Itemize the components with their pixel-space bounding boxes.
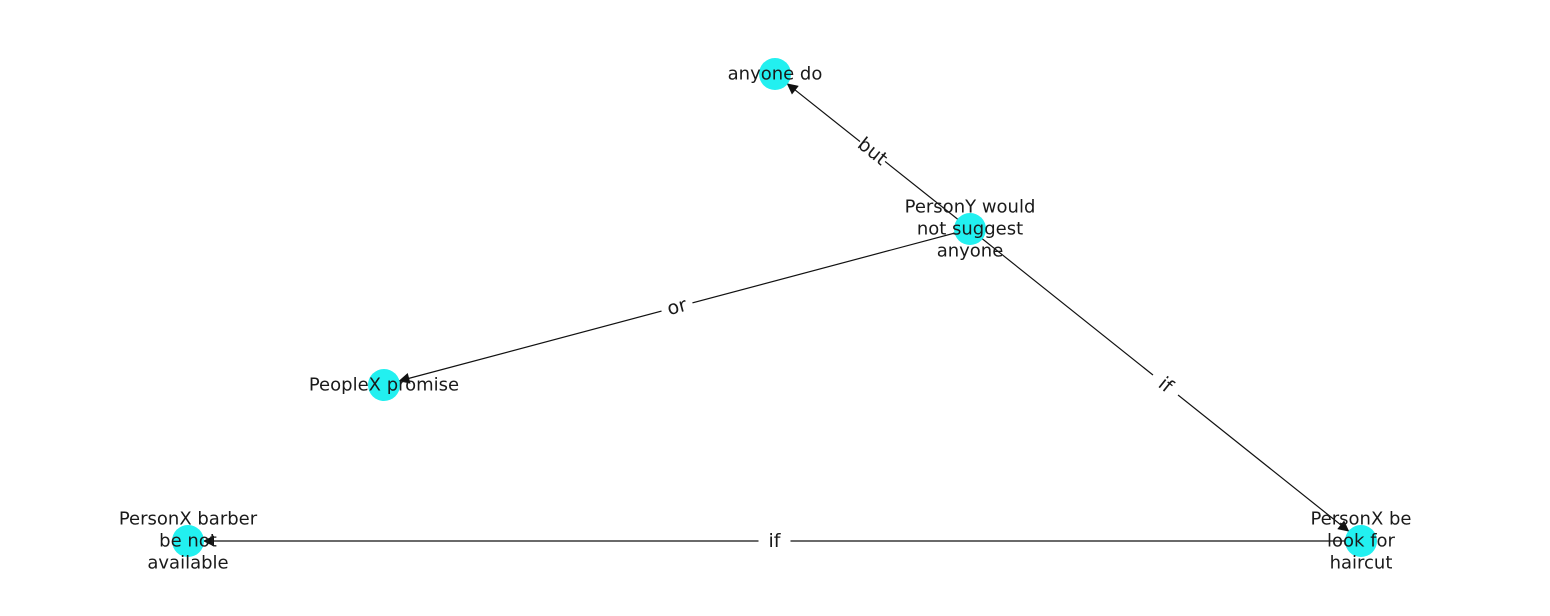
node-label-person_y: PersonY would not suggest anyone [905,197,1036,262]
node-anyone_do[interactable] [759,58,791,90]
node-peoplex_promise[interactable] [368,369,400,401]
edges-layer [203,82,1361,547]
node-label-peoplex_promise: PeopleX promise [309,375,459,396]
edge-label-background [658,291,696,323]
node-label-line: not suggest [917,219,1023,240]
node-label-line: anyone do [728,64,823,85]
node-label-line: haircut [1330,553,1393,574]
edge-label-or: or [658,291,696,323]
edge-label-background [1145,365,1186,405]
edge-label-text: but [853,133,891,170]
edge-label-but: but [852,132,893,171]
node-personx_haircut[interactable] [1345,525,1377,557]
node-labels-layer: PersonY would not suggest anyone anyone do P… [119,64,1412,574]
node-person_y[interactable] [954,213,986,245]
node-personx_barber[interactable] [172,525,204,557]
node-label-line: available [147,553,228,574]
node-label-line: anyone [937,241,1004,262]
nodes-layer [172,58,1377,557]
node-label-personx_barber: PersonX barber be not available [119,509,258,574]
node-label-line: be not [159,531,217,552]
node-label-line: PeopleX promise [309,375,459,396]
edge-label-background [852,132,893,171]
edge-label-if: if [758,529,791,553]
edge-label-background [758,529,791,553]
node-label-line: look for [1327,531,1396,552]
node-label-line: PersonX barber [119,509,258,530]
node-label-line: PersonX be [1310,509,1411,530]
edge-label-text: if [769,530,782,552]
edge-labels-layer: but or if if [658,132,1186,553]
node-label-personx_haircut: PersonX be look for haircut [1310,509,1411,574]
node-label-line: PersonY would [905,197,1036,218]
edge-label-if: if [1145,365,1186,405]
node-label-anyone_do: anyone do [728,64,823,85]
